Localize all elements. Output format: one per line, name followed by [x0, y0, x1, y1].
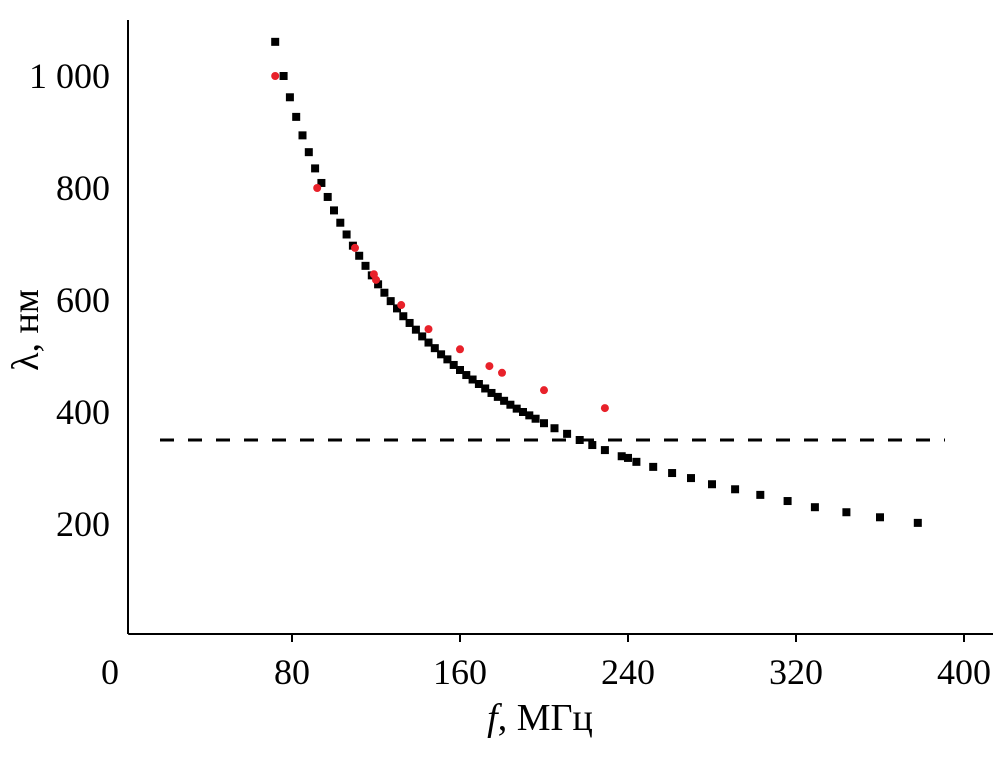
- data-point-calculated: [380, 288, 389, 297]
- data-point-measured: [351, 243, 359, 252]
- data-point-calculated: [512, 404, 521, 413]
- data-point-calculated: [481, 384, 490, 393]
- data-point-calculated: [540, 419, 548, 428]
- data-point-calculated: [279, 72, 288, 80]
- x-tick-label: 160: [433, 652, 487, 692]
- x-tick-label: 320: [769, 652, 823, 692]
- data-point-calculated: [304, 148, 313, 157]
- data-point-calculated: [336, 218, 345, 227]
- data-point-calculated: [399, 312, 408, 321]
- data-point-calculated: [323, 192, 332, 201]
- data-point-calculated: [550, 424, 559, 433]
- data-point-calculated: [411, 325, 420, 334]
- data-point-measured: [397, 301, 406, 310]
- data-point-calculated: [361, 261, 370, 270]
- data-point-calculated: [285, 93, 294, 102]
- data-point-calculated: [474, 380, 483, 388]
- data-point-calculated: [418, 332, 427, 341]
- data-point-calculated: [449, 360, 458, 369]
- data-point-measured: [485, 362, 494, 371]
- data-point-calculated: [649, 462, 658, 471]
- data-point-calculated: [876, 513, 884, 522]
- data-point-measured: [456, 345, 464, 354]
- x-tick-label: 0: [101, 652, 119, 692]
- data-point-calculated: [575, 436, 584, 444]
- data-point-calculated: [531, 414, 540, 423]
- data-point-measured: [424, 325, 433, 334]
- data-point-calculated: [913, 518, 922, 527]
- data-marks: [271, 37, 922, 527]
- data-point-calculated: [271, 37, 280, 46]
- data-point-calculated: [617, 452, 626, 461]
- x-tick-label: 80: [274, 652, 310, 692]
- data-point-calculated: [506, 400, 515, 409]
- data-point-calculated: [355, 251, 364, 260]
- x-axis-label: f, МГц: [487, 697, 593, 739]
- x-tick-label: 240: [601, 652, 655, 692]
- data-point-calculated: [632, 457, 641, 466]
- data-point-calculated: [588, 441, 597, 450]
- data-point-calculated: [311, 164, 320, 173]
- data-point-measured: [600, 404, 609, 413]
- y-tick-label: 200: [56, 504, 110, 544]
- data-point-measured: [498, 368, 506, 377]
- data-point-calculated: [292, 112, 301, 121]
- data-point-calculated: [842, 508, 851, 517]
- data-point-measured: [540, 386, 548, 395]
- y-tick-label: 800: [56, 168, 110, 208]
- data-point-calculated: [437, 350, 446, 359]
- data-point-calculated: [342, 230, 351, 239]
- data-point-calculated: [624, 453, 632, 462]
- data-point-calculated: [687, 474, 695, 483]
- data-point-calculated: [317, 178, 326, 187]
- data-point-calculated: [298, 131, 307, 140]
- y-tick-label: 1 000: [29, 56, 110, 96]
- data-point-measured: [372, 275, 380, 284]
- axes: [127, 20, 993, 642]
- data-point-calculated: [731, 485, 740, 494]
- data-point-calculated: [386, 297, 395, 306]
- data-point-calculated: [708, 480, 716, 489]
- data-point-calculated: [424, 338, 433, 347]
- data-point-calculated: [493, 392, 502, 401]
- data-point-measured: [313, 184, 322, 192]
- data-point-measured: [271, 72, 280, 80]
- x-tick-label: 400: [937, 652, 991, 692]
- data-point-calculated: [468, 375, 477, 384]
- data-point-calculated: [668, 469, 677, 478]
- data-point-calculated: [563, 429, 572, 438]
- data-point-calculated: [519, 408, 527, 416]
- data-point-calculated: [330, 206, 338, 215]
- x-axis-label-unit: , МГц: [498, 697, 593, 739]
- y-tick-label: 600: [56, 280, 110, 320]
- data-point-calculated: [756, 490, 765, 499]
- data-point-calculated: [393, 304, 401, 313]
- data-point-calculated: [456, 366, 464, 374]
- data-point-calculated: [783, 497, 792, 506]
- tick-labels: 0 80 160 240 320 400 200 400 600 800 1 000: [29, 56, 991, 692]
- y-tick-label: 400: [56, 392, 110, 432]
- data-point-calculated: [405, 318, 414, 327]
- data-point-calculated: [810, 503, 819, 512]
- y-axis-label: λ, нм: [5, 289, 47, 371]
- data-point-calculated: [500, 396, 509, 405]
- data-point-calculated: [600, 446, 609, 455]
- data-point-calculated: [430, 344, 439, 353]
- data-point-calculated: [443, 355, 452, 364]
- data-point-calculated: [487, 388, 496, 397]
- data-point-calculated: [374, 280, 383, 289]
- data-point-calculated: [525, 411, 534, 420]
- data-point-calculated: [462, 371, 471, 380]
